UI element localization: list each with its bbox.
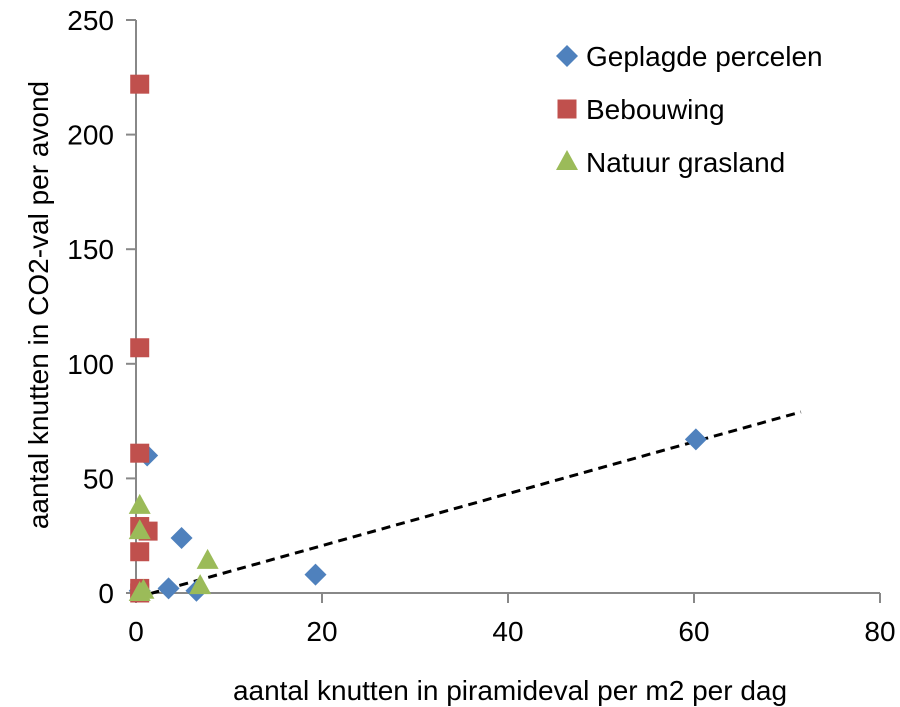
data-point — [196, 548, 219, 569]
y-tick-label: 250 — [67, 5, 114, 36]
y-tick-label: 100 — [67, 349, 114, 380]
x-tick-label: 60 — [678, 616, 709, 647]
x-tick-label: 20 — [306, 616, 337, 647]
x-tick-label: 80 — [864, 616, 895, 647]
data-point — [128, 581, 151, 601]
legend-marker — [556, 150, 578, 170]
data-point — [189, 574, 212, 595]
x-tick-label: 0 — [128, 616, 144, 647]
data-point — [130, 443, 150, 463]
data-point — [170, 526, 193, 549]
data-point — [157, 577, 180, 600]
x-tick-label: 40 — [492, 616, 523, 647]
legend-label: Bebouwing — [586, 94, 725, 125]
legend-marker — [556, 45, 578, 67]
legend-label: Geplagde percelen — [586, 41, 823, 72]
legend: Geplagde percelen Bebouwing Natuur graslan… — [556, 41, 823, 178]
data-point — [128, 519, 151, 540]
y-tick-label: 50 — [83, 463, 114, 494]
data-point — [130, 74, 150, 94]
y-tick-label: 200 — [67, 120, 114, 151]
legend-marker — [557, 99, 577, 119]
data-points — [128, 74, 707, 603]
y-tick-label: 150 — [67, 234, 114, 265]
data-point — [684, 428, 707, 451]
data-point — [128, 493, 151, 514]
y-tick-label: 0 — [98, 578, 114, 609]
x-axis-title: aantal knutten in piramideval per m2 per… — [233, 675, 787, 706]
y-axis-title: aantal knutten in CO2-val per avond — [23, 81, 54, 529]
data-point — [130, 338, 150, 358]
axes: 0 50 100 150 200 250 0 20 40 60 80 — [67, 5, 895, 647]
legend-label: Natuur grasland — [586, 147, 785, 178]
data-point — [304, 563, 327, 586]
data-point — [130, 542, 150, 562]
